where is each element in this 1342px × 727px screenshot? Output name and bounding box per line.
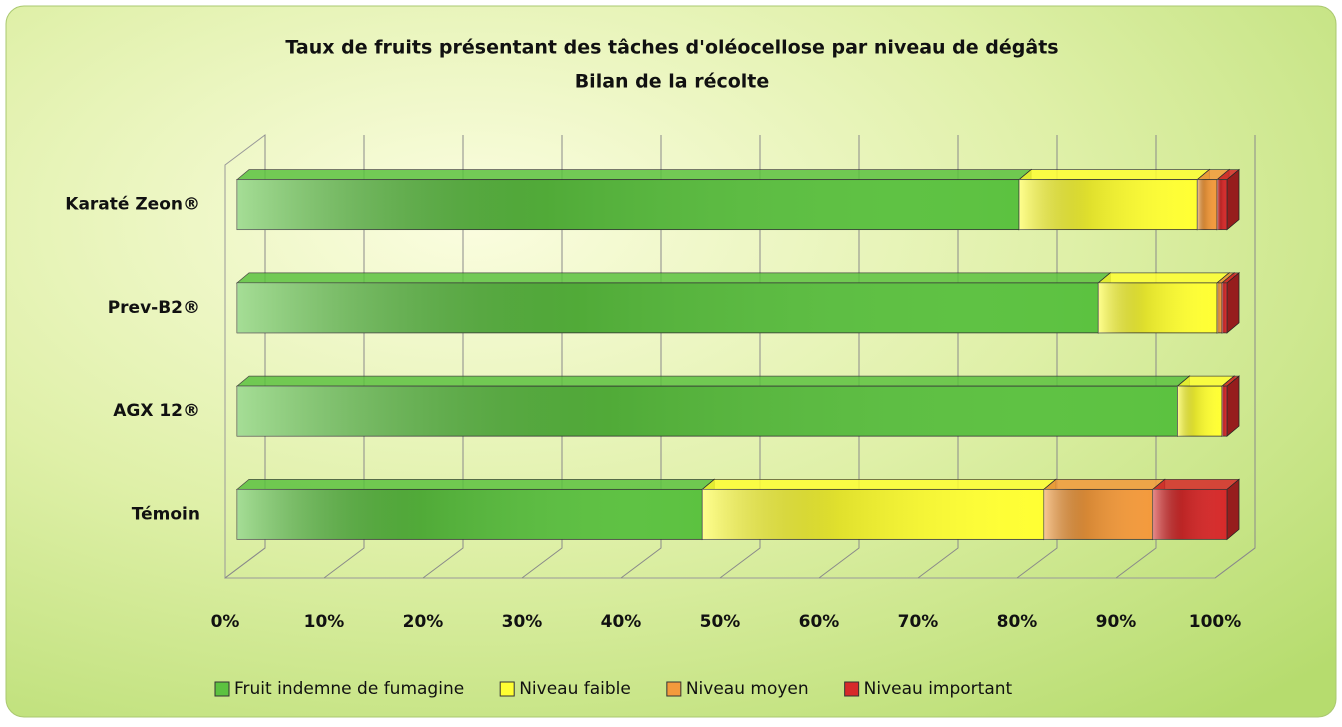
bar-segment [1151,478,1241,541]
legend-swatch [214,681,230,697]
bar-face [1226,375,1240,437]
x-tick-label: 40% [601,612,642,632]
bar-face [237,386,1178,437]
bar-segment [1220,272,1241,334]
bar-face [1222,386,1227,437]
legend-label: Niveau faible [519,679,631,699]
legend-swatch [499,681,515,697]
bar-segment [235,168,1033,231]
chart-background [5,5,1337,718]
grid-line [1214,135,1256,579]
bar-face [1222,282,1227,333]
bar-segment [1215,168,1241,231]
legend-label: Niveau moyen [686,679,809,699]
y-tick-label: Témoin [132,504,200,524]
bar-face [235,169,1033,181]
bar-face [1177,386,1223,437]
chart-subtitle: Bilan de la récolte [575,71,770,93]
bar-face [1042,478,1166,490]
x-tick-label: 100% [1189,612,1242,632]
bar-face [237,179,1020,230]
y-tick-label: Karaté Zeon® [65,195,200,215]
bar-face [1151,478,1241,490]
bar-face [235,375,1191,387]
x-tick-label: 70% [898,612,939,632]
bar-face [1043,489,1153,540]
legend-swatch [844,681,860,697]
bar-face [1226,168,1240,231]
chart-title: Taux de fruits présentant des tâches d'o… [285,37,1058,59]
x-tick-label: 80% [997,612,1038,632]
bar-face [1098,282,1218,333]
y-tick-label: AGX 12® [113,401,200,421]
bar-face [1017,169,1211,181]
bar-face [237,282,1099,333]
bar-face [1226,272,1240,334]
legend-swatch [666,681,682,697]
bar-segment [701,478,1057,541]
legend-label: Fruit indemne de fumagine [234,679,464,699]
bar-segment [235,272,1112,334]
y-tick-label: Prev-B2® [108,298,200,318]
bar-segment [1017,168,1211,231]
x-tick-label: 10% [304,612,345,632]
bar-face [237,489,703,540]
bar-face [1226,478,1240,541]
bar-face [701,478,1057,490]
bar-segment [1097,272,1231,334]
legend-label: Niveau important [864,679,1013,699]
bar-face [235,272,1112,284]
bar-face [1019,179,1198,230]
bar-face [1097,272,1231,284]
bar-face [1217,179,1227,230]
bar-face [1152,489,1227,540]
x-tick-label: 60% [799,612,840,632]
bar-face [702,489,1044,540]
bar-face [1197,179,1218,230]
x-tick-label: 50% [700,612,741,632]
bar-segment [235,375,1191,437]
x-tick-label: 0% [211,612,240,632]
bar-segment [1220,375,1241,437]
x-tick-label: 20% [403,612,444,632]
x-tick-label: 30% [502,612,543,632]
bar-face [235,478,716,490]
bar-face [1217,282,1223,333]
bar-segment [235,478,716,541]
bar-segment [1042,478,1166,541]
x-tick-label: 90% [1096,612,1137,632]
